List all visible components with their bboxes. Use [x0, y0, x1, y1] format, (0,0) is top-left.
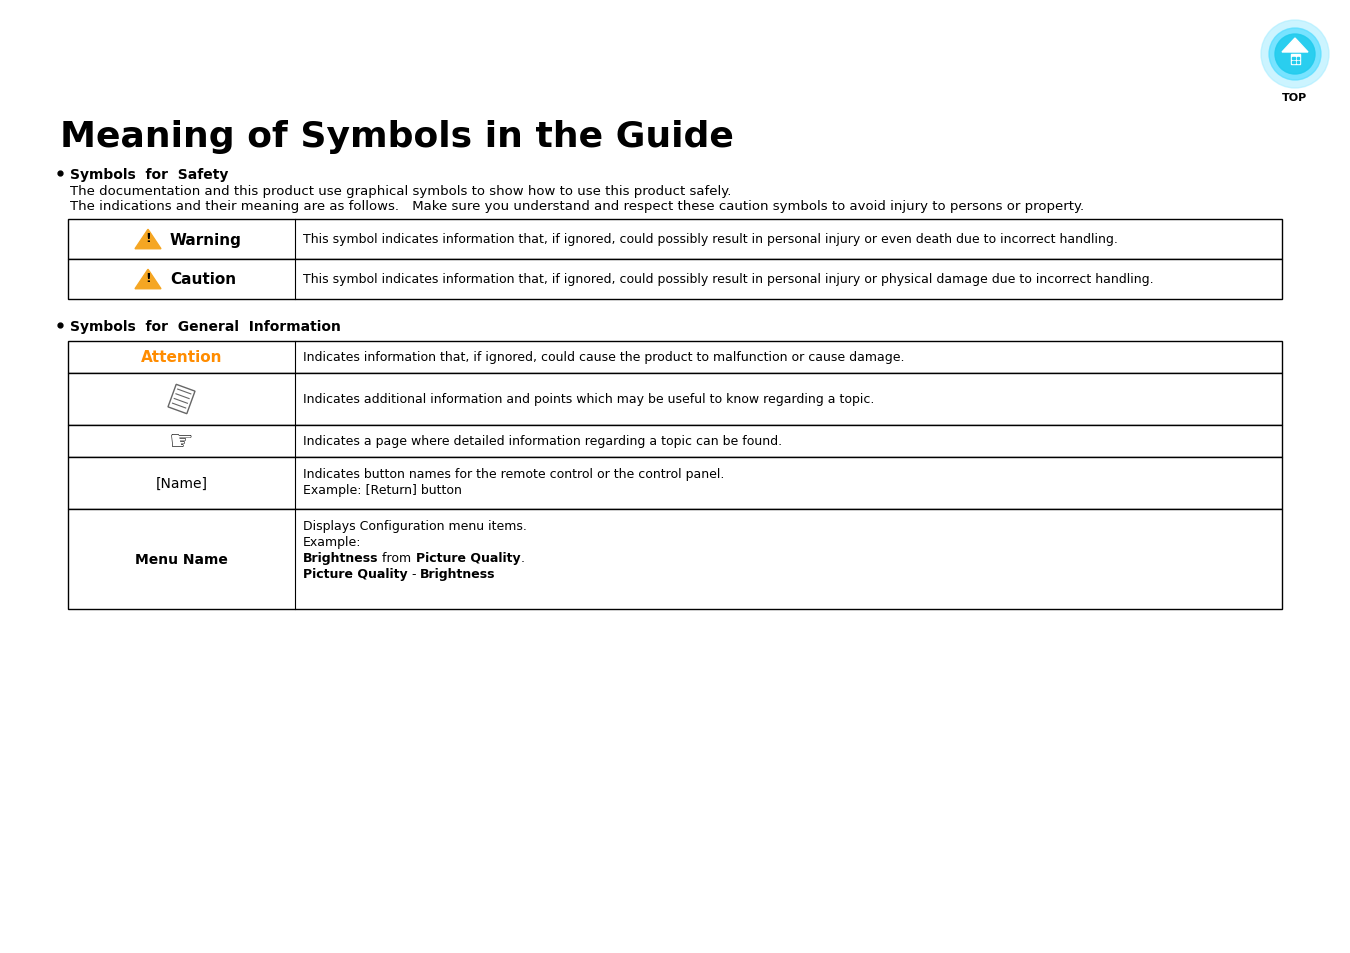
- Text: ☞: ☞: [169, 428, 194, 456]
- Text: Picture Quality: Picture Quality: [302, 567, 408, 580]
- FancyBboxPatch shape: [167, 385, 194, 415]
- Text: This symbol indicates information that, if ignored, could possibly result in per: This symbol indicates information that, …: [302, 274, 1154, 286]
- Bar: [1292, 61, 1295, 64]
- Text: Example:: Example:: [302, 536, 362, 548]
- Text: -: -: [408, 567, 420, 580]
- Text: Brightness: Brightness: [420, 567, 495, 580]
- Text: from: from: [378, 552, 416, 564]
- Text: Indicates additional information and points which may be useful to know regardin: Indicates additional information and poi…: [302, 393, 875, 406]
- Bar: [1296, 57, 1299, 60]
- Text: Brightness: Brightness: [302, 552, 378, 564]
- Bar: [1296, 61, 1299, 64]
- Text: Indicates a page where detailed information regarding a topic can be found.: Indicates a page where detailed informat…: [302, 435, 782, 448]
- Circle shape: [1269, 29, 1322, 81]
- Bar: [68, 220, 1282, 260]
- Bar: [68, 510, 1282, 609]
- Polygon shape: [1282, 39, 1308, 53]
- Text: Symbols  for  General  Information: Symbols for General Information: [70, 319, 340, 334]
- Polygon shape: [135, 230, 161, 250]
- Text: !: !: [146, 273, 151, 285]
- Text: Example: [Return] button: Example: [Return] button: [302, 483, 462, 497]
- Text: Warning: Warning: [170, 233, 242, 247]
- Text: Symbols  for  Safety: Symbols for Safety: [70, 168, 228, 182]
- Text: Menu Name: Menu Name: [135, 553, 228, 566]
- Text: .: .: [520, 552, 524, 564]
- Text: Indicates button names for the remote control or the control panel.: Indicates button names for the remote co…: [302, 468, 725, 480]
- Bar: [68, 260, 1282, 299]
- Text: This symbol indicates information that, if ignored, could possibly result in per: This symbol indicates information that, …: [302, 233, 1118, 246]
- Bar: [68, 457, 1282, 510]
- Bar: [68, 341, 1282, 374]
- Text: Picture Quality: Picture Quality: [416, 552, 520, 564]
- Text: Caution: Caution: [170, 273, 236, 287]
- Text: !: !: [146, 233, 151, 245]
- Circle shape: [1261, 21, 1328, 89]
- Bar: [1292, 57, 1295, 60]
- Polygon shape: [135, 270, 161, 290]
- Text: [Name]: [Name]: [155, 476, 208, 491]
- Text: Indicates information that, if ignored, could cause the product to malfunction o: Indicates information that, if ignored, …: [302, 351, 905, 364]
- Text: Attention: Attention: [140, 350, 223, 365]
- Text: Displays Configuration menu items.: Displays Configuration menu items.: [302, 519, 526, 533]
- Circle shape: [1274, 35, 1315, 75]
- Bar: [68, 426, 1282, 457]
- Text: The documentation and this product use graphical symbols to show how to use this: The documentation and this product use g…: [70, 185, 732, 198]
- Text: Meaning of Symbols in the Guide: Meaning of Symbols in the Guide: [59, 120, 734, 153]
- Text: The indications and their meaning are as follows. Make sure you understand and r: The indications and their meaning are as…: [70, 200, 1084, 213]
- Bar: [1291, 55, 1300, 65]
- Text: TOP: TOP: [1282, 92, 1308, 103]
- Bar: [68, 374, 1282, 426]
